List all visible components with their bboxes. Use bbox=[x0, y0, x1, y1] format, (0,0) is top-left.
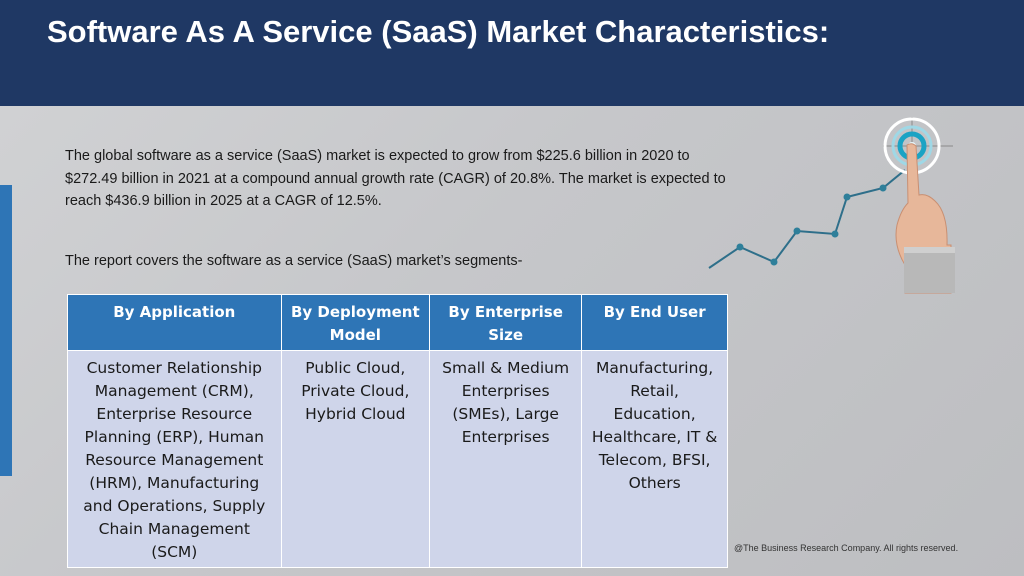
header-by-application: By Application bbox=[67, 294, 282, 351]
copyright-notice: @The Business Research Company. All righ… bbox=[734, 543, 959, 553]
segments-table: By Application By Deployment Model By En… bbox=[67, 294, 728, 568]
table-header-row: By Application By Deployment Model By En… bbox=[67, 294, 728, 351]
left-accent-bar bbox=[0, 185, 12, 476]
cell-applications: Customer Relationship Management (CRM), … bbox=[67, 350, 282, 568]
table-row: Customer Relationship Management (CRM), … bbox=[67, 350, 728, 568]
cell-deployment-models: Public Cloud, Private Cloud, Hybrid Clou… bbox=[280, 350, 431, 568]
growth-target-hand-icon bbox=[708, 117, 955, 294]
header-by-enterprise-size: By Enterprise Size bbox=[429, 294, 583, 351]
page-title: Software As A Service (SaaS) Market Char… bbox=[47, 14, 830, 49]
header-bar: Software As A Service (SaaS) Market Char… bbox=[0, 0, 1024, 106]
cell-end-users: Manufacturing, Retail, Education, Health… bbox=[581, 350, 728, 568]
segments-intro: The report covers the software as a serv… bbox=[65, 253, 523, 269]
cell-enterprise-sizes: Small & Medium Enterprises (SMEs), Large… bbox=[429, 350, 583, 568]
header-by-end-user: By End User bbox=[581, 294, 728, 351]
intro-paragraph: The global software as a service (SaaS) … bbox=[65, 148, 726, 209]
header-by-deployment-model: By Deployment Model bbox=[280, 294, 431, 351]
